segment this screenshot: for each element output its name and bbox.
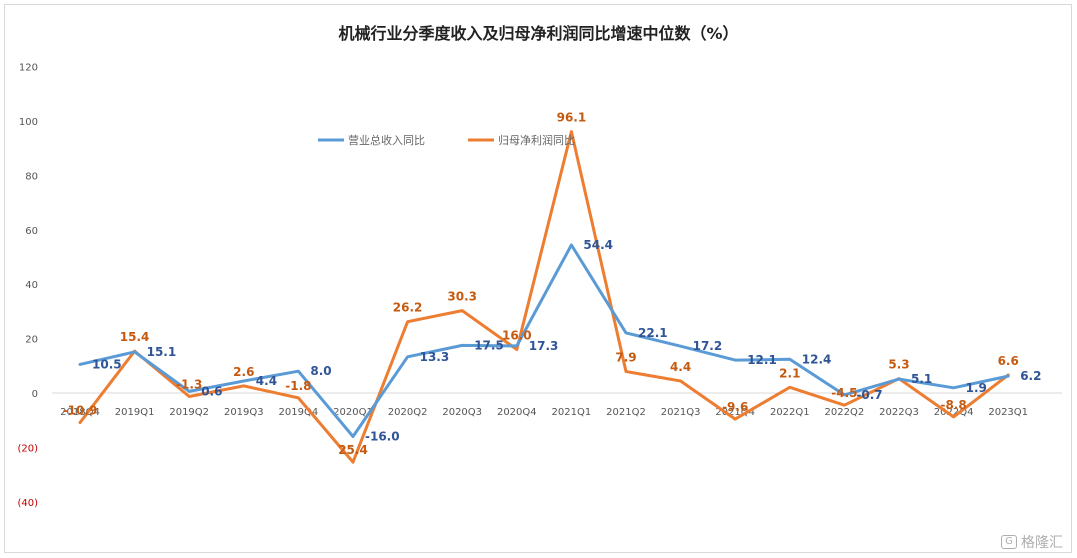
x-tick-label: 2020Q1 xyxy=(333,407,373,418)
legend-label: 营业总收入同比 xyxy=(348,133,425,147)
x-tick-label: 2022Q2 xyxy=(825,407,865,418)
revenue-data-label: 15.1 xyxy=(147,345,177,359)
revenue-data-label: 22.1 xyxy=(638,326,668,340)
x-tick-label: 2020Q4 xyxy=(497,407,537,418)
x-tick-label: 2022Q3 xyxy=(879,407,919,418)
net-profit-data-label: -10.9 xyxy=(63,404,98,418)
x-tick-label: 2021Q3 xyxy=(661,407,701,418)
x-tick-label: 2019Q2 xyxy=(169,407,209,418)
net-profit-data-label: 25.4 xyxy=(338,443,368,457)
net-profit-data-label: -4.5 xyxy=(831,386,857,400)
series-line-revenue xyxy=(78,243,1010,438)
y-tick-label: 100 xyxy=(19,117,38,128)
y-tick-label: (40) xyxy=(17,498,38,509)
net-profit-data-label: 30.3 xyxy=(447,290,477,304)
chart-title: 机械行业分季度收入及归母净利润同比增速中位数（%） xyxy=(338,24,739,43)
net-profit-data-label: 15.4 xyxy=(120,330,150,344)
y-tick-label: 40 xyxy=(25,280,38,291)
revenue-data-label: 12.4 xyxy=(802,352,832,366)
x-tick-label: 2018Q4 xyxy=(60,407,100,418)
x-tick-label: 2023Q1 xyxy=(988,407,1028,418)
y-tick-label: 120 xyxy=(19,63,38,74)
x-tick-label: 2022Q1 xyxy=(770,407,810,418)
revenue-data-label: 17.3 xyxy=(529,339,559,353)
revenue-data-label: 1.9 xyxy=(966,381,987,395)
net-profit-data-label: 7.9 xyxy=(615,351,636,365)
revenue-data-label: 17.5 xyxy=(474,338,504,352)
revenue-data-label: 5.1 xyxy=(911,372,932,386)
y-tick-label: 0 xyxy=(32,389,38,400)
revenue-data-label: 6.2 xyxy=(1020,369,1041,383)
net-profit-data-label: -1.8 xyxy=(285,379,311,393)
chart-frame xyxy=(4,4,1072,553)
net-profit-data-label: 96.1 xyxy=(557,111,587,125)
net-profit-data-label: 5.3 xyxy=(888,358,909,372)
y-tick-label: 60 xyxy=(25,226,38,237)
x-tick-label: 2021Q2 xyxy=(606,407,646,418)
revenue-data-label: 17.2 xyxy=(693,339,723,353)
revenue-data-label: 10.5 xyxy=(92,357,122,371)
watermark: G 格隆汇 xyxy=(1001,532,1063,552)
net-profit-data-label: 4.4 xyxy=(670,360,691,374)
y-tick-label: 80 xyxy=(25,171,38,182)
net-profit-data-label: -8.8 xyxy=(940,398,966,412)
y-tick-label: (20) xyxy=(17,443,38,454)
revenue-data-label: 8.0 xyxy=(310,364,331,378)
x-tick-label: 2022Q4 xyxy=(934,407,974,418)
net-profit-data-label: 16.0 xyxy=(502,328,532,342)
revenue-data-label: 0.6 xyxy=(201,384,222,398)
series-line-net-profit xyxy=(78,130,1010,464)
legend-label: 归母净利润同比 xyxy=(498,133,575,147)
x-tick-label: 2020Q3 xyxy=(442,407,482,418)
x-tick-label: 2021Q1 xyxy=(552,407,592,418)
y-tick-label: 20 xyxy=(25,335,38,346)
revenue-data-label: 54.4 xyxy=(583,238,613,252)
revenue-data-label: 13.3 xyxy=(420,350,450,364)
watermark-logo-icon: G xyxy=(1001,535,1017,549)
net-profit-data-label: 2.6 xyxy=(233,365,254,379)
revenue-data-label: -0.7 xyxy=(856,388,882,402)
x-tick-label: 2021Q4 xyxy=(715,407,755,418)
net-profit-data-label: -9.6 xyxy=(722,400,748,414)
watermark-text: 格隆汇 xyxy=(1021,535,1063,551)
x-tick-label: 2020Q2 xyxy=(388,407,428,418)
revenue-data-label: 12.1 xyxy=(747,353,777,367)
net-profit-data-label: 6.6 xyxy=(998,354,1019,368)
x-tick-label: 2019Q4 xyxy=(279,407,319,418)
revenue-data-label: -16.0 xyxy=(365,430,400,444)
x-tick-label: 2019Q3 xyxy=(224,407,264,418)
revenue-data-label: 4.4 xyxy=(256,374,277,388)
net-profit-data-label: 26.2 xyxy=(393,301,423,315)
net-profit-data-label: -1.3 xyxy=(176,378,202,392)
x-tick-label: 2019Q1 xyxy=(115,407,155,418)
net-profit-data-label: 2.1 xyxy=(779,366,800,380)
